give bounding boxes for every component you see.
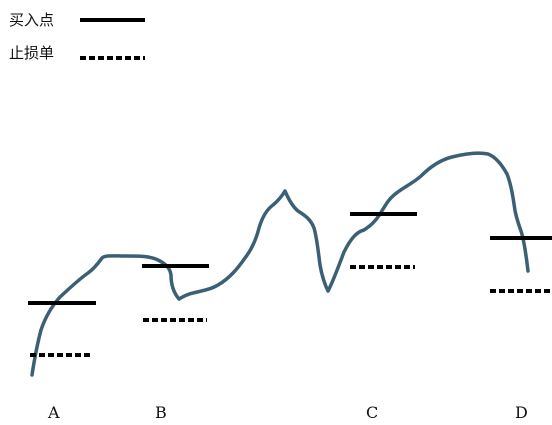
point-label-c: C bbox=[366, 403, 379, 422]
point-label-d: D bbox=[515, 403, 528, 422]
price-curve bbox=[30, 151, 530, 377]
point-label-b: B bbox=[155, 403, 167, 422]
point-label-a: A bbox=[48, 403, 60, 422]
legend-stop-label: 止损单 bbox=[9, 44, 55, 62]
legend-buy-label: 买入点 bbox=[9, 11, 55, 29]
